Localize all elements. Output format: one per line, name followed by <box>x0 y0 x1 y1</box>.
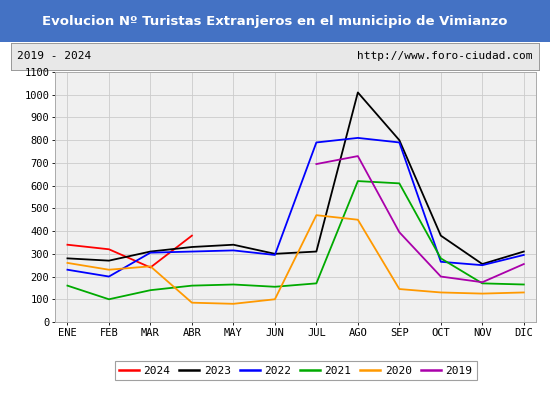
Legend: 2024, 2023, 2022, 2021, 2020, 2019: 2024, 2023, 2022, 2021, 2020, 2019 <box>114 361 477 380</box>
Text: Evolucion Nº Turistas Extranjeros en el municipio de Vimianzo: Evolucion Nº Turistas Extranjeros en el … <box>42 14 508 28</box>
Text: 2019 - 2024: 2019 - 2024 <box>18 51 92 61</box>
Text: http://www.foro-ciudad.com: http://www.foro-ciudad.com <box>357 51 532 61</box>
